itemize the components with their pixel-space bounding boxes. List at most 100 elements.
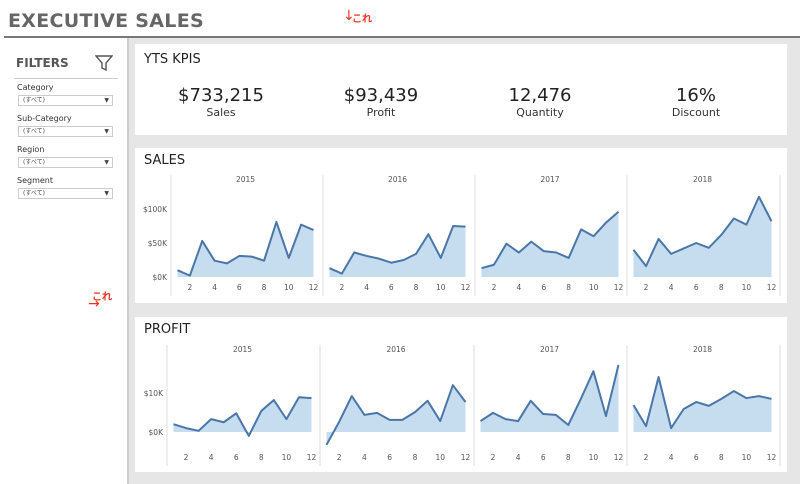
year-label: 2015 <box>233 345 252 354</box>
x-tick-label: 6 <box>237 283 242 292</box>
kpi-value: 16% <box>675 85 716 106</box>
x-tick-label: 2 <box>492 283 497 292</box>
x-tick-label: 2 <box>644 453 649 462</box>
x-tick-label: 10 <box>284 283 294 292</box>
kpi-label: Quantity <box>516 106 564 119</box>
year-label: 2015 <box>236 175 255 184</box>
chevron-down-icon: ▼ <box>104 97 109 104</box>
x-tick-label: 2 <box>339 283 344 292</box>
arrow-down-icon: ↓ <box>343 8 355 24</box>
x-tick-label: 6 <box>541 283 546 292</box>
filter-label-segment: Segment <box>17 176 53 185</box>
sales-card-title: SALES <box>144 153 186 168</box>
year-label: 2018 <box>693 345 712 354</box>
y-tick-label: $0K <box>149 428 165 437</box>
filter-select-sub-category[interactable]: (すべて) ▼ <box>18 126 113 137</box>
kpi-card-title: YTS KPIS <box>144 52 201 67</box>
filters-title: FILTERS <box>16 56 69 70</box>
filter-icon <box>94 55 114 75</box>
chevron-down-icon: ▼ <box>104 159 109 166</box>
x-tick-label: 10 <box>436 283 446 292</box>
x-tick-label: 2 <box>187 283 192 292</box>
x-tick-label: 10 <box>435 453 445 462</box>
line-2017 <box>479 364 620 426</box>
kpi-quantity: 12,476 Quantity <box>460 85 620 119</box>
chevron-down-icon: ▼ <box>104 190 109 197</box>
x-tick-label: 8 <box>719 453 724 462</box>
filter-select-region[interactable]: (すべて) ▼ <box>18 157 113 168</box>
filter-label-category: Category <box>17 83 54 92</box>
x-tick-label: 8 <box>566 283 571 292</box>
x-tick-label: 2 <box>184 453 189 462</box>
page-title: EXECUTIVE SALES <box>8 10 204 32</box>
x-tick-label: 12 <box>767 283 777 292</box>
x-tick-label: 10 <box>282 453 292 462</box>
x-tick-label: 12 <box>461 283 471 292</box>
profit-card-title: PROFIT <box>144 322 191 337</box>
header-divider <box>4 36 800 38</box>
kpi-sales: $733,215 Sales <box>141 85 301 119</box>
x-tick-label: 4 <box>212 283 217 292</box>
kpi-label: Profit <box>366 106 396 119</box>
kpi-profit: $93,439 Profit <box>301 85 461 119</box>
x-tick-label: 4 <box>516 453 521 462</box>
chevron-down-icon: ▼ <box>104 128 109 135</box>
x-tick-label: 8 <box>413 453 418 462</box>
x-tick-label: 6 <box>389 283 394 292</box>
x-tick-label: 8 <box>262 283 267 292</box>
y-tick-label: $50K <box>148 239 168 248</box>
line-2018 <box>632 376 772 430</box>
arrow-right-icon: → <box>88 296 100 312</box>
y-tick-label: $10K <box>144 389 164 398</box>
x-tick-label: 6 <box>694 453 699 462</box>
x-tick-label: 4 <box>362 453 367 462</box>
x-tick-label: 4 <box>209 453 214 462</box>
kpi-value: $93,439 <box>343 85 419 106</box>
x-tick-label: 12 <box>614 283 624 292</box>
area-2016 <box>329 226 466 277</box>
x-tick-label: 6 <box>694 283 699 292</box>
line-2016 <box>325 384 467 446</box>
area-2015 <box>177 221 314 277</box>
kpi-value: 12,476 <box>508 85 572 106</box>
line-2017 <box>481 210 620 270</box>
x-tick-label: 12 <box>767 453 777 462</box>
x-tick-label: 6 <box>387 453 392 462</box>
annotation-left: これ <box>92 292 112 303</box>
line-2018 <box>632 195 773 268</box>
filter-value: (すべて) <box>23 159 46 166</box>
x-tick-label: 12 <box>309 283 319 292</box>
filter-select-category[interactable]: (すべて) ▼ <box>18 95 113 106</box>
x-tick-label: 6 <box>541 453 546 462</box>
filter-value: (すべて) <box>23 128 46 135</box>
filter-label-region: Region <box>17 145 45 154</box>
x-tick-label: 4 <box>516 283 521 292</box>
line-2015 <box>173 396 312 437</box>
kpi-label: Sales <box>206 106 236 119</box>
filter-label-sub-category: Sub-Category <box>17 114 72 123</box>
y-tick-label: $0K <box>153 273 169 282</box>
kpi-label: Discount <box>671 106 721 119</box>
area-2015 <box>173 397 312 436</box>
year-label: 2017 <box>540 175 559 184</box>
area-2017 <box>480 364 619 432</box>
x-tick-label: 2 <box>491 453 496 462</box>
x-tick-label: 12 <box>461 453 471 462</box>
y-tick-label: $100K <box>143 205 168 214</box>
kpi-value: $733,215 <box>178 85 264 106</box>
x-tick-label: 4 <box>669 283 674 292</box>
x-tick-label: 6 <box>234 453 239 462</box>
kpi-discount: 16% Discount <box>616 85 776 119</box>
year-label: 2018 <box>693 175 712 184</box>
x-tick-label: 8 <box>719 283 724 292</box>
area-2017 <box>481 211 619 277</box>
filter-select-segment[interactable]: (すべて) ▼ <box>18 188 113 199</box>
year-label: 2016 <box>388 175 407 184</box>
year-label: 2016 <box>386 345 405 354</box>
filters-divider <box>14 78 118 79</box>
year-label: 2017 <box>540 345 559 354</box>
x-tick-label: 2 <box>644 283 649 292</box>
annotation-top: これ <box>352 14 372 25</box>
x-tick-label: 10 <box>742 283 752 292</box>
